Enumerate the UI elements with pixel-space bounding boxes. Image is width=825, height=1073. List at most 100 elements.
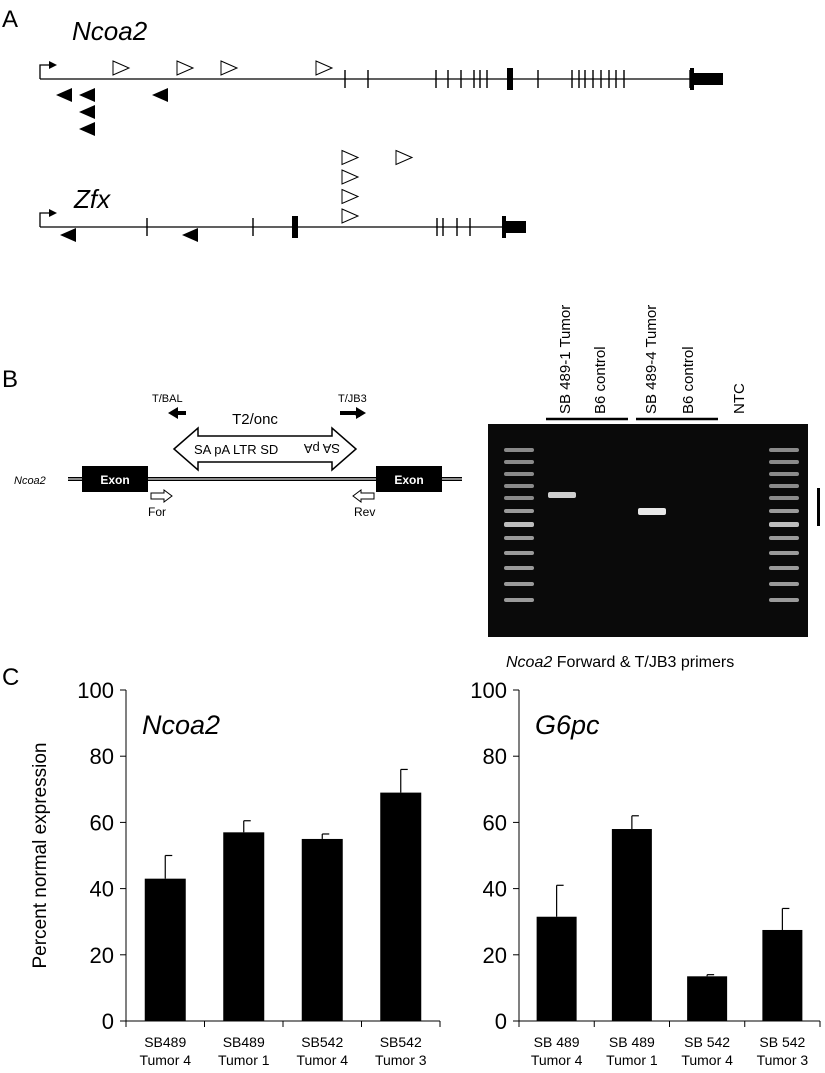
x-category-label: SB489: [144, 1034, 186, 1050]
insertion-sense-triangle: [341, 208, 360, 224]
y-tick-label: 100: [470, 678, 507, 703]
y-axis-label: Percent normal expression: [30, 743, 51, 969]
insertion-sense-triangle: [176, 60, 195, 76]
insertion-antisense-triangle: [79, 122, 95, 136]
x-category-label: SB542: [301, 1034, 343, 1050]
y-tick-label: 20: [90, 943, 114, 968]
for-primer-arrow: [150, 489, 173, 503]
transposon-arrow: [172, 426, 358, 472]
panel-a-gene-maps: [39, 60, 723, 242]
ncoa2-gene-title: Ncoa2: [72, 16, 148, 46]
bar: [687, 976, 728, 1021]
x-category-sublabel: Tumor 4: [531, 1052, 583, 1068]
exon-mark: [456, 218, 458, 236]
x-category-label: SB 489: [609, 1034, 655, 1050]
exon-right-label: Exon: [394, 473, 423, 487]
insertion-sense-triangle: [341, 149, 360, 166]
exon-mark: [292, 216, 298, 238]
tss-arrowhead: [49, 209, 57, 217]
insertion-sense-triangle: [220, 60, 239, 76]
insertion-antisense-triangle: [182, 228, 198, 242]
ladder-band: [504, 522, 534, 527]
y-tick-label: 40: [90, 877, 114, 902]
exon-mark: [578, 70, 580, 88]
t2onc-label: T2/onc: [232, 411, 278, 428]
ladder-band: [769, 496, 799, 500]
insertion-antisense-triangle: [79, 88, 95, 102]
gel-caption: Ncoa2 Forward & T/JB3 primers: [506, 654, 734, 672]
ladder-band: [504, 598, 534, 602]
y-tick-label: 60: [483, 810, 507, 835]
exon-mark: [507, 68, 513, 90]
x-category-sublabel: Tumor 1: [218, 1052, 270, 1068]
insertion-antisense-triangle: [79, 105, 95, 119]
exon-mark: [469, 218, 471, 236]
y-tick-label: 80: [483, 744, 507, 769]
gel-lane-labels: SB 489-1 Tumor B6 control SB 489-4 Tumor…: [546, 305, 748, 421]
bar: [536, 916, 577, 1021]
ladder-band: [504, 536, 534, 540]
rev-label: Rev: [354, 505, 375, 519]
gel-image: [488, 424, 808, 637]
ladder-band: [769, 598, 799, 602]
chart-title: Ncoa2: [142, 710, 220, 740]
band-sb489-4: [638, 508, 666, 515]
last-exon-mark: [502, 216, 506, 238]
exon-mark: [473, 70, 475, 88]
ladder-band: [769, 566, 799, 570]
x-category-sublabel: Tumor 4: [681, 1052, 733, 1068]
ladder-band: [504, 551, 534, 555]
g6pc-expression-chart: 0 20 40 60 80 100 G6pc SB 489 Tumor 4 SB 489 Tumor…: [470, 678, 821, 1068]
insertion-sense-triangle: [395, 149, 414, 166]
x-category-sublabel: Tumor 4: [139, 1052, 191, 1068]
exon-mark: [486, 70, 488, 88]
lane-label-1: SB 489-1 Tumor: [557, 305, 574, 414]
bar: [301, 838, 343, 1021]
ladder-band: [504, 472, 534, 476]
t-bal-label: T/BAL: [152, 393, 183, 405]
ladder-band: [769, 509, 799, 513]
ladder-band: [504, 566, 534, 570]
insertion-sense-triangle: [315, 60, 334, 76]
y-tick-label: 100: [77, 678, 114, 703]
for-label: For: [148, 505, 166, 519]
ladder-band: [769, 448, 799, 452]
ncoa2-b-label: Ncoa2: [14, 475, 46, 487]
ladder-lane-left: [504, 448, 534, 602]
ladder-band: [769, 536, 799, 540]
ladder-band: [769, 522, 799, 527]
x-category-label: SB542: [380, 1034, 422, 1050]
exon-mark: [623, 70, 625, 88]
gel-caption-text: Forward & T/JB3 primers: [552, 654, 735, 671]
exon-mark: [436, 218, 438, 236]
panel-c-letter: C: [2, 664, 20, 691]
exon-mark: [344, 70, 346, 88]
y-tick-label: 40: [483, 877, 507, 902]
x-category-sublabel: Tumor 1: [606, 1052, 658, 1068]
ladder-band: [769, 484, 799, 488]
tss-arrowhead: [49, 61, 57, 69]
ladder-band: [504, 496, 534, 500]
zfx-gene-map: [39, 149, 526, 242]
y-tick-label: 20: [483, 943, 507, 968]
bar: [762, 929, 803, 1021]
lane-label-3: SB 489-4 Tumor: [643, 305, 660, 414]
transposon-diagram: T/BAL T/JB3 T2/onc SA pA LTR SD SA pA Nc…: [14, 393, 462, 519]
ladder-band: [769, 582, 799, 586]
tss-arrow: [39, 64, 50, 79]
exon-mark: [592, 70, 594, 88]
y-tick-label: 60: [90, 810, 114, 835]
panel-b-letter: B: [2, 366, 19, 393]
ladder-band: [769, 472, 799, 476]
insertion-sense-triangle: [341, 169, 360, 185]
x-category-sublabel: Tumor 3: [757, 1052, 809, 1068]
transposon-elements-text: SA pA LTR SD: [194, 442, 278, 457]
lane-label-5: NTC: [731, 383, 748, 414]
exon-mark: [442, 218, 444, 236]
gel-size-marker: [817, 488, 820, 526]
utr-block: [506, 221, 526, 233]
y-tick-label: 0: [495, 1009, 507, 1034]
bar: [223, 832, 265, 1021]
x-category-sublabel: Tumor 3: [375, 1052, 427, 1068]
ladder-band: [769, 551, 799, 555]
